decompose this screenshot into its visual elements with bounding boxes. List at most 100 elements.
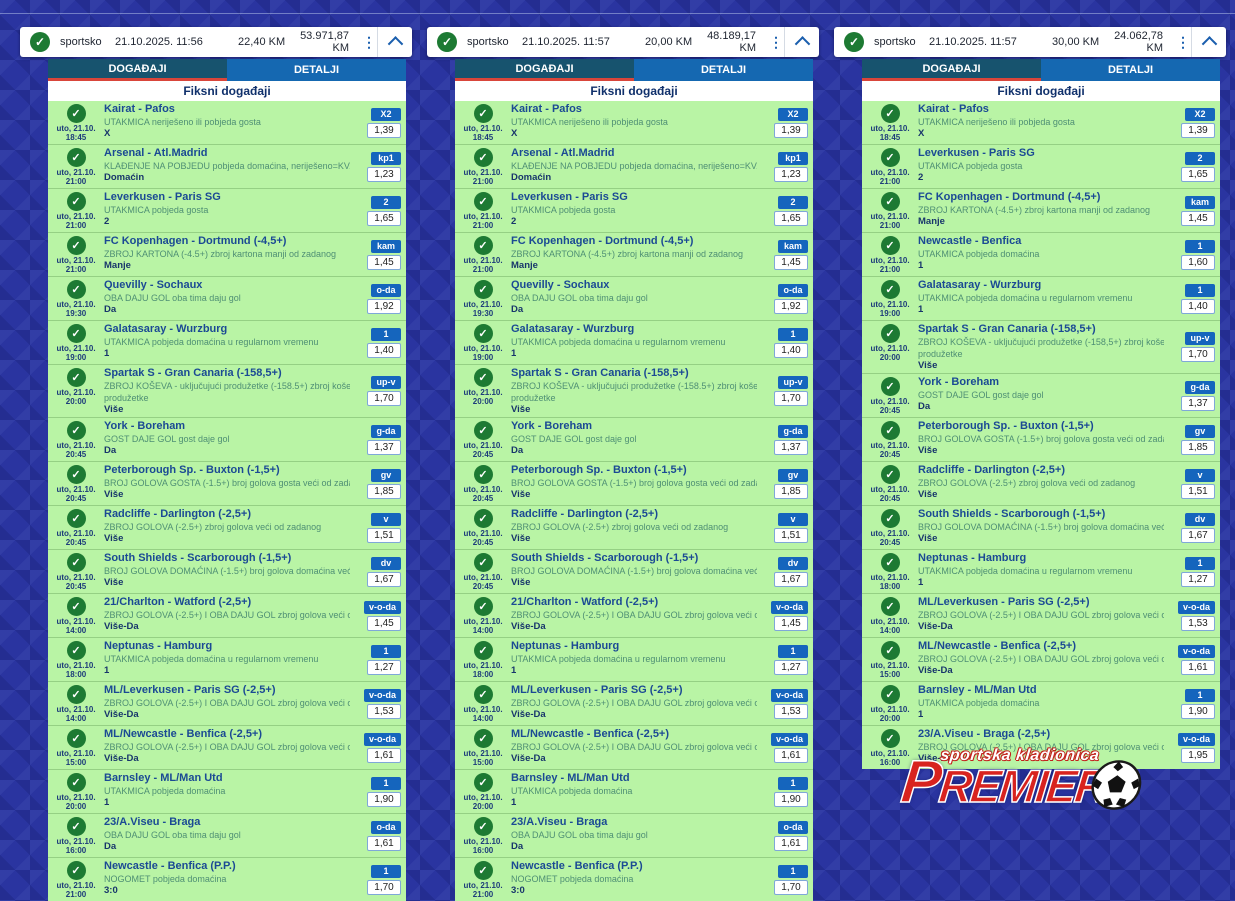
event-row[interactable]: ✓ uto, 21.10. 20:00 Barnsley - ML/Man Utd UT… — [862, 682, 1220, 726]
odds-code-badge: dv — [1185, 512, 1215, 526]
odds-value: 1,45 — [367, 615, 401, 631]
event-status-date: ✓ uto, 21.10. 21:00 — [48, 146, 104, 187]
event-row[interactable]: ✓ uto, 21.10. 19:00 Galatasaray - Wurzburg U… — [48, 321, 406, 365]
tab-details[interactable]: DETALJI — [1041, 59, 1220, 81]
event-row[interactable]: ✓ uto, 21.10. 18:45 Kairat - Pafos UTAKMICA … — [455, 101, 813, 145]
event-row[interactable]: ✓ uto, 21.10. 18:00 Neptunas - Hamburg UTAKM… — [48, 638, 406, 682]
tab-events[interactable]: DOGAĐAJI — [48, 59, 227, 81]
event-row[interactable]: ✓ uto, 21.10. 20:45 Radcliffe - Darlington … — [455, 506, 813, 550]
odds-value: 1,40 — [774, 342, 808, 358]
event-match-name: FC Kopenhagen - Dortmund (-4,5+) — [511, 235, 694, 247]
event-row[interactable]: ✓ uto, 21.10. 20:00 Spartak S - Gran Canari… — [455, 365, 813, 418]
event-row[interactable]: ✓ uto, 21.10. 20:45 York - Boreham GOST DAJE… — [455, 418, 813, 462]
event-row[interactable]: ✓ uto, 21.10. 19:30 Quevilly - Sochaux OBA D… — [455, 277, 813, 321]
event-row[interactable]: ✓ uto, 21.10. 20:45 Peterborough Sp. - Buxt… — [455, 462, 813, 506]
collapse-button[interactable] — [377, 27, 412, 57]
event-row[interactable]: ✓ uto, 21.10. 16:00 23/A.Viseu - Braga OBA D… — [455, 814, 813, 858]
event-row[interactable]: ✓ uto, 21.10. 21:00 Arsenal - Atl.Madrid KLA… — [455, 145, 813, 189]
event-row[interactable]: ✓ uto, 21.10. 20:00 Barnsley - ML/Man Utd UT… — [455, 770, 813, 814]
event-row[interactable]: ✓ uto, 21.10. 16:00 23/A.Viseu - Braga OBA D… — [48, 814, 406, 858]
event-row[interactable]: ✓ uto, 21.10. 21:00 FC Kopenhagen - Dortmun… — [455, 233, 813, 277]
event-row[interactable]: ✓ uto, 21.10. 18:00 Neptunas - Hamburg UTAKM… — [455, 638, 813, 682]
event-market-description: UTAKMICA neriješeno ili pobjeda gosta — [511, 117, 668, 127]
menu-icon[interactable]: ⋮ — [362, 33, 376, 50]
tab-events[interactable]: DOGAĐAJI — [455, 59, 634, 81]
event-row[interactable]: ✓ uto, 21.10. 18:45 Kairat - Pafos UTAKMICA … — [48, 101, 406, 145]
event-match-name: Peterborough Sp. - Buxton (-1,5+) — [104, 464, 280, 476]
event-time: 14:00 — [879, 626, 901, 635]
event-row[interactable]: ✓ uto, 21.10. 20:45 York - Boreham GOST DAJE… — [862, 374, 1220, 418]
odds-value: 1,40 — [367, 342, 401, 358]
event-row[interactable]: ✓ uto, 21.10. 15:00 ML/Newcastle - Benfica … — [455, 726, 813, 770]
event-day: uto, 21.10. — [463, 212, 503, 221]
ticket-status-check-icon: ✓ — [30, 32, 50, 52]
ticket-datetime: 21.10.2025. 11:57 — [521, 36, 610, 48]
event-market-description: ZBROJ KOŠEVA - uključujući produžetke (-… — [104, 381, 350, 391]
event-row[interactable]: ✓ uto, 21.10. 14:00 ML/Leverkusen - Paris S… — [862, 594, 1220, 638]
event-status-date: ✓ uto, 21.10. 14:00 — [455, 595, 511, 636]
event-row[interactable]: ✓ uto, 21.10. 18:45 Kairat - Pafos UTAKMICA … — [862, 101, 1220, 145]
tab-details[interactable]: DETALJI — [634, 59, 813, 81]
event-row[interactable]: ✓ uto, 21.10. 20:45 South Shields - Scarbor… — [862, 506, 1220, 550]
event-row[interactable]: ✓ uto, 21.10. 14:00 ML/Leverkusen - Paris S… — [48, 682, 406, 726]
event-odds: v-o-da 1,61 — [1164, 639, 1220, 680]
event-info: Peterborough Sp. - Buxton (-1,5+) BROJ GO… — [918, 419, 1164, 460]
event-time: 21:00 — [65, 890, 87, 899]
event-row[interactable]: ✓ uto, 21.10. 20:45 Peterborough Sp. - Buxt… — [862, 418, 1220, 462]
event-row[interactable]: ✓ uto, 21.10. 16:00 23/A.Viseu - Braga (-2,… — [862, 726, 1220, 769]
event-row[interactable]: ✓ uto, 21.10. 20:45 South Shields - Scarbor… — [48, 550, 406, 594]
event-row[interactable]: ✓ uto, 21.10. 20:45 Radcliffe - Darlington … — [48, 506, 406, 550]
odds-value: 1,37 — [1181, 395, 1215, 411]
event-row[interactable]: ✓ uto, 21.10. 21:00 Newcastle - Benfica (P.… — [455, 858, 813, 901]
event-pick: 2 — [511, 216, 517, 227]
tab-events[interactable]: DOGAĐAJI — [862, 59, 1041, 81]
event-match-name: Galatasaray - Wurzburg — [918, 279, 1042, 291]
event-row[interactable]: ✓ uto, 21.10. 21:00 Leverkusen - Paris SG UT… — [455, 189, 813, 233]
event-row[interactable]: ✓ uto, 21.10. 15:00 ML/Newcastle - Benfica … — [48, 726, 406, 770]
event-row[interactable]: ✓ uto, 21.10. 19:00 Galatasaray - Wurzburg U… — [455, 321, 813, 365]
event-match-name: 21/Charlton - Watford (-2,5+) — [104, 596, 252, 608]
event-row[interactable]: ✓ uto, 21.10. 20:45 York - Boreham GOST DAJE… — [48, 418, 406, 462]
event-check-icon: ✓ — [473, 236, 493, 255]
event-time: 20:45 — [65, 450, 87, 459]
event-row[interactable]: ✓ uto, 21.10. 20:45 Radcliffe - Darlington … — [862, 462, 1220, 506]
event-row[interactable]: ✓ uto, 21.10. 14:00 21/Charlton - Watford (… — [48, 594, 406, 638]
tab-details[interactable]: DETALJI — [227, 59, 406, 81]
collapse-button[interactable] — [784, 27, 819, 57]
event-row[interactable]: ✓ uto, 21.10. 20:45 Peterborough Sp. - Buxt… — [48, 462, 406, 506]
event-info: ML/Leverkusen - Paris SG (-2,5+) ZBROJ GO… — [918, 595, 1164, 636]
event-row[interactable]: ✓ uto, 21.10. 14:00 ML/Leverkusen - Paris S… — [455, 682, 813, 726]
event-row[interactable]: ✓ uto, 21.10. 14:00 21/Charlton - Watford (… — [455, 594, 813, 638]
event-row[interactable]: ✓ uto, 21.10. 20:00 Barnsley - ML/Man Utd UT… — [48, 770, 406, 814]
odds-value: 1,45 — [774, 254, 808, 270]
event-odds: kam 1,45 — [1164, 190, 1220, 231]
event-row[interactable]: ✓ uto, 21.10. 21:00 Leverkusen - Paris SG UT… — [48, 189, 406, 233]
event-row[interactable]: ✓ uto, 21.10. 20:00 Spartak S - Gran Canari… — [48, 365, 406, 418]
event-row[interactable]: ✓ uto, 21.10. 20:00 Spartak S - Gran Canari… — [862, 321, 1220, 374]
menu-icon[interactable]: ⋮ — [1176, 33, 1190, 50]
ticket-tabs: DOGAĐAJI DETALJI — [48, 59, 406, 81]
event-row[interactable]: ✓ uto, 21.10. 20:45 South Shields - Scarbor… — [455, 550, 813, 594]
event-pick: Manje — [104, 260, 131, 271]
menu-icon[interactable]: ⋮ — [769, 33, 783, 50]
event-row[interactable]: ✓ uto, 21.10. 15:00 ML/Newcastle - Benfica … — [862, 638, 1220, 682]
odds-value: 1,39 — [774, 122, 808, 138]
odds-value: 1,51 — [774, 527, 808, 543]
chevron-up-icon — [387, 35, 403, 52]
event-row[interactable]: ✓ uto, 21.10. 18:00 Neptunas - Hamburg UTAKM… — [862, 550, 1220, 594]
event-row[interactable]: ✓ uto, 21.10. 21:00 FC Kopenhagen - Dortmun… — [862, 189, 1220, 233]
event-row[interactable]: ✓ uto, 21.10. 19:00 Galatasaray - Wurzburg U… — [862, 277, 1220, 321]
event-row[interactable]: ✓ uto, 21.10. 21:00 Leverkusen - Paris SG UT… — [862, 145, 1220, 189]
collapse-button[interactable] — [1191, 27, 1226, 57]
event-market-description: NOGOMET pobjeda domaćina — [104, 874, 227, 884]
soccer-ball-icon — [1091, 760, 1142, 810]
event-row[interactable]: ✓ uto, 21.10. 21:00 Newcastle - Benfica (P.… — [48, 858, 406, 901]
event-market-description: UTAKMICA pobjeda domaćina u regularnom v… — [918, 293, 1133, 303]
event-market-description: ZBROJ KARTONA (-4.5+) zbroj kartona manj… — [511, 249, 744, 259]
event-row[interactable]: ✓ uto, 21.10. 21:00 Newcastle - Benfica UTAK… — [862, 233, 1220, 277]
events-list: ✓ uto, 21.10. 18:45 Kairat - Pafos UTAKMICA … — [48, 101, 406, 901]
event-row[interactable]: ✓ uto, 21.10. 19:30 Quevilly - Sochaux OBA D… — [48, 277, 406, 321]
event-market-description: ZBROJ GOLOVA (-2.5+) I OBA DAJU GOL zbro… — [104, 742, 350, 752]
event-row[interactable]: ✓ uto, 21.10. 21:00 Arsenal - Atl.Madrid KLA… — [48, 145, 406, 189]
event-row[interactable]: ✓ uto, 21.10. 21:00 FC Kopenhagen - Dortmun… — [48, 233, 406, 277]
